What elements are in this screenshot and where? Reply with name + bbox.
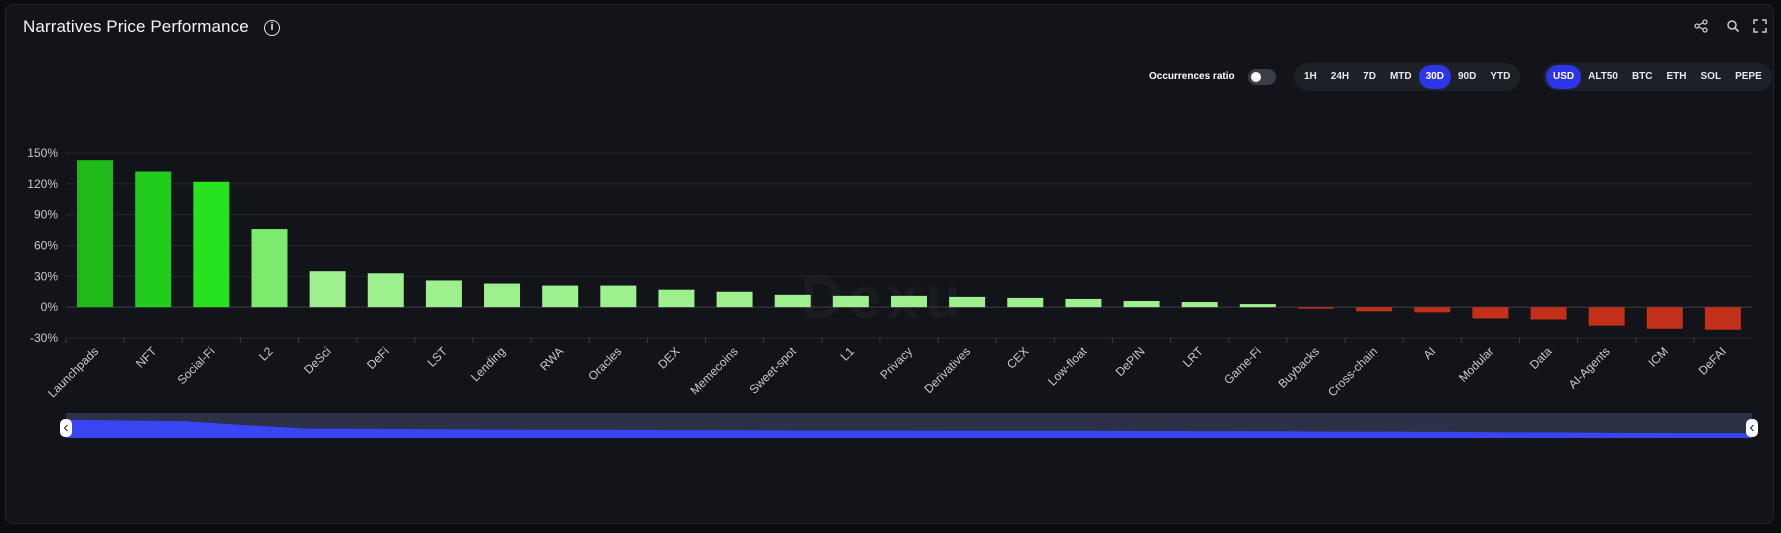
y-tick-label: -30% xyxy=(30,331,58,345)
x-tick-label: Buybacks xyxy=(1275,344,1322,391)
x-tick-label: LST xyxy=(425,344,451,370)
fullscreen-icon[interactable] xyxy=(1753,19,1767,33)
bar-icm[interactable] xyxy=(1646,307,1683,329)
bar-lending[interactable] xyxy=(484,283,521,308)
bar-l1[interactable] xyxy=(832,295,869,308)
x-tick-label: AI-Agents xyxy=(1566,344,1613,391)
bar-ai-agents[interactable] xyxy=(1588,307,1625,326)
x-tick-label: AI xyxy=(1420,344,1438,362)
bar-derivatives[interactable] xyxy=(949,296,986,308)
share-icon[interactable] xyxy=(1694,19,1708,33)
chart-panel: Narratives Price Performance i Occurrenc… xyxy=(5,4,1774,524)
navigator-handle-right[interactable] xyxy=(1746,419,1758,437)
toggle-knob xyxy=(1251,72,1261,82)
x-tick-label: DEX xyxy=(655,344,682,371)
occurrences-ratio-label: Occurrences ratio xyxy=(1149,71,1235,82)
chevron-icon xyxy=(63,424,68,432)
x-tick-label: DeFi xyxy=(364,344,392,372)
bar-defi[interactable] xyxy=(367,273,404,308)
bar-cex[interactable] xyxy=(1007,297,1044,308)
x-tick-label: Lending xyxy=(468,344,508,384)
bar-lst[interactable] xyxy=(425,280,462,308)
bar-rwa[interactable] xyxy=(542,285,579,308)
bar-launchpads[interactable] xyxy=(77,160,114,308)
navigator-area xyxy=(66,419,1752,438)
bar-defai[interactable] xyxy=(1704,307,1741,330)
x-tick-label: NFT xyxy=(133,344,160,371)
x-tick-label: Privacy xyxy=(877,344,915,382)
x-tick-label: Oracles xyxy=(585,344,624,383)
currency-option-alt50[interactable]: ALT50 xyxy=(1588,71,1618,82)
currency-selector: USD ALT50 BTC ETH SOL PEPE xyxy=(1543,63,1772,91)
x-tick-label: LRT xyxy=(1180,344,1206,370)
x-tick-label: Game-Fi xyxy=(1221,344,1264,387)
x-tick-label: CEX xyxy=(1004,344,1031,371)
currency-option-btc[interactable]: BTC xyxy=(1631,71,1653,82)
period-option-30d[interactable]: 30D xyxy=(1418,65,1451,89)
x-tick-label: Derivatives xyxy=(921,344,973,396)
currency-option-pepe[interactable]: PEPE xyxy=(1735,71,1762,82)
page-title: Narratives Price Performance xyxy=(23,17,249,36)
period-option-1h[interactable]: 1H xyxy=(1304,71,1317,82)
x-tick-label: L1 xyxy=(838,344,858,364)
period-option-24h[interactable]: 24H xyxy=(1330,71,1350,82)
bar-social-fi[interactable] xyxy=(193,181,230,308)
x-tick-label: Launchpads xyxy=(45,344,101,400)
x-tick-label: DeSci xyxy=(301,344,334,377)
bar-low-float[interactable] xyxy=(1065,298,1102,308)
bar-modular[interactable] xyxy=(1472,307,1509,319)
bar-depin[interactable] xyxy=(1123,301,1160,308)
occurrences-ratio-toggle[interactable] xyxy=(1248,69,1276,85)
x-tick-label: DePIN xyxy=(1113,344,1148,379)
zoom-icon[interactable] xyxy=(1726,19,1740,33)
bar-data[interactable] xyxy=(1530,307,1567,320)
bar-oracles[interactable] xyxy=(600,285,637,308)
x-tick-label: Modular xyxy=(1456,344,1497,385)
period-option-ytd[interactable]: YTD xyxy=(1490,71,1511,82)
y-tick-label: 60% xyxy=(34,239,58,253)
bar-buybacks[interactable] xyxy=(1297,307,1334,309)
x-tick-label: ICM xyxy=(1645,344,1670,369)
currency-option-usd[interactable]: USD xyxy=(1546,65,1582,89)
bar-desci[interactable] xyxy=(309,271,346,308)
x-tick-label: Social-Fi xyxy=(175,344,218,387)
bar-sweet-spot[interactable] xyxy=(774,294,811,308)
bar-cross-chain[interactable] xyxy=(1356,307,1393,312)
bar-game-fi[interactable] xyxy=(1239,304,1276,308)
y-tick-label: 120% xyxy=(27,177,58,191)
bar-dex[interactable] xyxy=(658,289,695,308)
bar-chart: -30% 0% 30% 60% 90% 120% 150% Launchpads NFT Soci… xyxy=(27,146,1758,438)
currency-option-eth[interactable]: ETH xyxy=(1666,71,1687,82)
y-tick-label: 90% xyxy=(34,208,58,222)
info-icon[interactable]: i xyxy=(264,20,280,36)
bar-lrt[interactable] xyxy=(1181,302,1218,308)
x-tick-label: Data xyxy=(1527,344,1555,372)
x-tick-label: Memecoins xyxy=(687,344,740,397)
x-tick-label: RWA xyxy=(537,344,566,373)
x-tick-label: DeFAI xyxy=(1696,344,1729,377)
x-tick-label: L2 xyxy=(256,344,276,364)
period-option-mtd[interactable]: MTD xyxy=(1389,71,1412,82)
y-tick-label: 30% xyxy=(34,269,58,283)
bar-nft[interactable] xyxy=(135,171,172,308)
chevron-icon xyxy=(1749,424,1754,432)
bar-memecoins[interactable] xyxy=(716,291,753,308)
x-tick-label: Low-float xyxy=(1045,344,1090,389)
navigator-handle-left[interactable] xyxy=(60,419,72,437)
bar-ai[interactable] xyxy=(1414,307,1451,313)
y-tick-label: 0% xyxy=(41,300,59,314)
x-tick-label: Cross-chain xyxy=(1325,344,1380,399)
period-option-7d[interactable]: 7D xyxy=(1363,71,1376,82)
currency-option-sol[interactable]: SOL xyxy=(1700,71,1722,82)
x-tick-label: Sweet-spot xyxy=(746,344,799,397)
period-selector: 1H 24H 7D MTD 30D 90D YTD xyxy=(1294,63,1521,91)
bar-l2[interactable] xyxy=(251,229,288,308)
y-tick-label: 150% xyxy=(27,146,58,160)
period-option-90d[interactable]: 90D xyxy=(1457,71,1477,82)
bar-privacy[interactable] xyxy=(891,295,927,308)
